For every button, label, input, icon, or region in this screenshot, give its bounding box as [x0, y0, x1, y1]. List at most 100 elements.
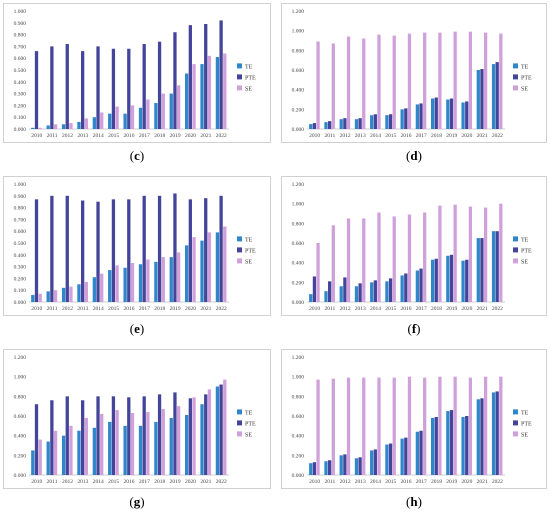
bar-se: [377, 212, 381, 302]
bar-se: [362, 218, 366, 302]
legend-swatch-te: [237, 409, 242, 415]
bar-pte: [111, 396, 116, 475]
chart-frame: [3, 176, 271, 316]
x-tick-label: 2020: [185, 479, 196, 485]
legend-swatch-se: [513, 85, 518, 91]
legend-label-se: SE: [521, 259, 528, 265]
y-tick-label: 0.200: [14, 103, 27, 109]
chart-panel-d: 0.000 0.200 0.400 0.600 0.800 1.000 1.200 2010 2…: [281, 3, 547, 143]
bar-se: [192, 64, 196, 129]
bar-pte: [157, 394, 162, 475]
bar-se: [192, 397, 196, 475]
bar-se: [392, 377, 396, 475]
y-tick-label: 0.000: [292, 473, 305, 479]
x-tick-label: 2016: [401, 479, 412, 485]
x-tick-label: 2010: [31, 133, 42, 139]
x-tick-label: 2018: [154, 306, 165, 312]
bar-se: [146, 259, 150, 302]
chart-svg-c: 0.000 0.100 0.200 0.300 0.400 0.500 0.600 0.700…: [3, 3, 271, 143]
bar-te: [92, 117, 96, 129]
bar-se: [177, 406, 181, 475]
bar-pte: [173, 193, 177, 302]
x-tick-label: 2018: [431, 306, 442, 312]
bar-pte: [328, 281, 332, 302]
bar-te: [61, 287, 66, 302]
bar-pte: [343, 118, 347, 129]
bar-te: [400, 275, 404, 302]
bar-se: [69, 425, 73, 475]
bar-se: [346, 36, 351, 129]
panel-caption-letter: f: [411, 321, 417, 336]
x-tick-label: 2014: [93, 479, 104, 485]
chart-panel-e: 0.000 0.100 0.200 0.300 0.400 0.500 0.600 0.700…: [3, 176, 271, 316]
bar-se: [423, 32, 427, 129]
legend-swatch-pte: [237, 74, 242, 80]
bar-se: [483, 376, 488, 475]
bar-pte: [142, 44, 146, 129]
chart-frame: [281, 349, 547, 489]
x-tick-label: 2019: [446, 479, 457, 485]
y-tick-label: 1.200: [14, 355, 27, 361]
x-tick-label: 2012: [340, 306, 351, 312]
bar-pte: [312, 276, 317, 302]
bar-pte: [434, 258, 438, 302]
x-tick-label: 2019: [170, 133, 181, 139]
bar-te: [430, 259, 435, 302]
bar-pte: [50, 195, 54, 302]
bar-se: [377, 34, 381, 129]
bar-pte: [81, 51, 85, 130]
bar-pte: [343, 277, 347, 302]
bar-te: [324, 122, 328, 129]
bar-se: [499, 203, 503, 302]
legend-swatch-pte: [513, 420, 518, 426]
bar-se: [192, 237, 196, 302]
legend-label-te: TE: [521, 237, 529, 243]
bar-te: [370, 115, 374, 129]
bar-te: [92, 277, 96, 302]
x-tick-label: 2011: [47, 133, 58, 139]
y-tick-label: 0.600: [14, 229, 27, 235]
bar-te: [169, 257, 173, 302]
y-tick-label: 0.600: [14, 56, 27, 62]
x-tick-label: 2010: [309, 306, 320, 312]
bar-te: [415, 104, 420, 129]
y-tick-label: 0.800: [14, 33, 27, 39]
bar-se: [438, 376, 442, 475]
x-tick-label: 2012: [62, 479, 73, 485]
bar-te: [309, 124, 313, 129]
chart-svg-h: 0.000 0.200 0.400 0.600 0.800 1.000 1.200 2010 2…: [281, 349, 547, 489]
x-tick-label: 2019: [170, 479, 181, 485]
y-tick-label: 0.200: [14, 276, 27, 282]
legend-label-se: SE: [521, 86, 528, 92]
x-tick-label: 2016: [124, 306, 135, 312]
bar-se: [130, 413, 135, 475]
y-tick-label: 0.800: [14, 206, 27, 212]
y-tick-label: 0.800: [292, 48, 305, 54]
bar-se: [161, 409, 165, 475]
bar-te: [138, 107, 143, 129]
chart-panel-g: 0.000 0.200 0.400 0.600 0.800 1.000 1.200 2010 2…: [3, 349, 271, 489]
y-tick-label: 1.200: [292, 355, 305, 361]
bar-pte: [65, 195, 69, 302]
x-tick-label: 2020: [461, 479, 472, 485]
x-tick-label: 2013: [77, 479, 88, 485]
bar-se: [100, 112, 104, 129]
bar-te: [123, 425, 127, 475]
bar-se: [316, 243, 320, 302]
x-tick-label: 2014: [93, 306, 104, 312]
x-tick-label: 2017: [416, 306, 427, 312]
bar-pte: [81, 400, 85, 475]
bar-pte: [188, 398, 192, 475]
bar-se: [499, 376, 503, 475]
x-tick-label: 2012: [340, 133, 351, 139]
bar-te: [31, 450, 35, 475]
x-tick-label: 2021: [477, 479, 488, 485]
legend-label-pte: PTE: [245, 421, 256, 427]
bar-te: [476, 399, 480, 475]
x-tick-label: 2017: [139, 133, 150, 139]
bar-se: [331, 225, 335, 302]
bar-se: [423, 377, 427, 475]
y-tick-label: 0.900: [14, 21, 27, 27]
bar-se: [53, 430, 58, 475]
bar-se: [161, 257, 165, 302]
